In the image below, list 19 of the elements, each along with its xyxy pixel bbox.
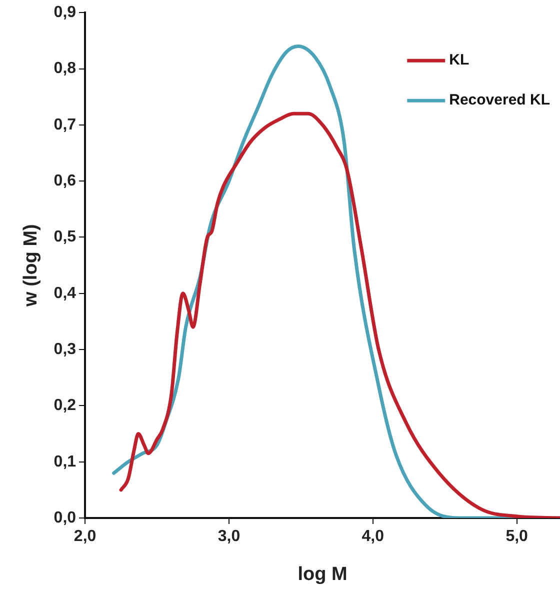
legend-label: KL xyxy=(449,52,470,69)
y-tick-label: 0,6 xyxy=(54,172,76,190)
y-tick-label: 0,7 xyxy=(54,116,76,134)
line-series xyxy=(119,112,560,518)
y-tick-label: 0,4 xyxy=(54,284,76,302)
legend-label: Recovered KL xyxy=(449,92,550,109)
x-tick-label: 2,0 xyxy=(74,528,96,546)
y-tick-label: 0,1 xyxy=(54,453,76,470)
y-tick-label: 0,8 xyxy=(54,60,76,78)
y-axis-title: w (log M) xyxy=(20,224,42,308)
x-tick-label: 5,0 xyxy=(506,528,528,546)
x-tick-label: 3,0 xyxy=(218,528,240,546)
x-tick-label: 4,0 xyxy=(362,528,384,546)
y-tick-label: 0,2 xyxy=(54,397,76,414)
y-tick-label: 0,9 xyxy=(54,4,76,22)
y-tick-label: 0,5 xyxy=(54,228,76,246)
y-tick-label: 0,3 xyxy=(54,340,76,358)
y-tick-label: 0,0 xyxy=(54,509,76,526)
x-axis-title: log M xyxy=(298,564,348,585)
